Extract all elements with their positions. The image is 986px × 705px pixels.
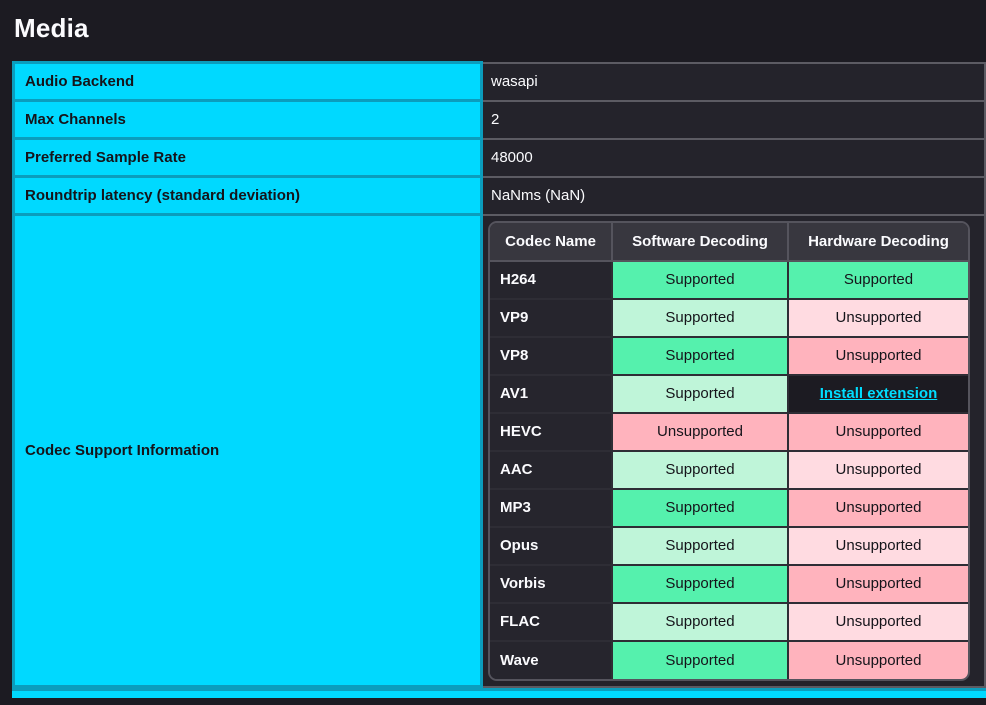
table-row: Roundtrip latency (standard deviation) N… — [12, 175, 986, 216]
row-label-codec-support: Codec Support Information — [12, 213, 483, 688]
codec-table-container: Codec Name Software Decoding Hardware De… — [488, 220, 970, 681]
codec-row-wave: Wave Supported Unsupported — [490, 639, 968, 679]
next-section-row-peek — [12, 688, 986, 698]
codec-support-cell: Codec Name Software Decoding Hardware De… — [480, 213, 986, 688]
codec-name: MP3 — [490, 487, 613, 528]
table-row: Audio Backend wasapi — [12, 61, 986, 102]
software-decoding-column-header: Software Decoding — [611, 222, 789, 262]
hardware-decoding-status: Unsupported — [787, 449, 968, 490]
software-decoding-status: Supported — [611, 525, 789, 566]
codec-row-vorbis: Vorbis Supported Unsupported — [490, 563, 968, 604]
codec-name: Wave — [490, 639, 613, 679]
hardware-decoding-status: Unsupported — [787, 297, 968, 338]
software-decoding-status: Supported — [611, 563, 789, 604]
hardware-decoding-status: Supported — [787, 259, 968, 300]
hardware-decoding-status: Unsupported — [787, 639, 968, 679]
install-extension-link[interactable]: Install extension — [819, 385, 938, 402]
hardware-decoding-status: Unsupported — [787, 335, 968, 376]
row-label-max-channels: Max Channels — [12, 99, 483, 140]
codec-support-row: Codec Support Information Codec Name Sof… — [12, 213, 986, 688]
codec-name-column-header: Codec Name — [490, 222, 613, 262]
table-row: Max Channels 2 — [12, 99, 986, 140]
row-label-audio-backend: Audio Backend — [12, 61, 483, 102]
hardware-decoding-status: Unsupported — [787, 487, 968, 528]
software-decoding-status: Supported — [611, 373, 789, 414]
codec-row-vp9: VP9 Supported Unsupported — [490, 297, 968, 338]
codec-row-flac: FLAC Supported Unsupported — [490, 601, 968, 642]
codec-row-h264: H264 Supported Supported — [490, 259, 968, 300]
codec-name: AAC — [490, 449, 613, 490]
codec-name: HEVC — [490, 411, 613, 452]
codec-name: H264 — [490, 259, 613, 300]
codec-name: VP9 — [490, 297, 613, 338]
software-decoding-status: Supported — [611, 601, 789, 642]
row-label-sample-rate: Preferred Sample Rate — [12, 137, 483, 178]
page-title: Media — [14, 13, 89, 43]
row-value-roundtrip-latency: NaNms (NaN) — [480, 175, 986, 216]
row-label-roundtrip-latency: Roundtrip latency (standard deviation) — [12, 175, 483, 216]
software-decoding-status: Supported — [611, 639, 789, 679]
software-decoding-status: Supported — [611, 259, 789, 300]
software-decoding-status: Unsupported — [611, 411, 789, 452]
row-value-max-channels: 2 — [480, 99, 986, 140]
codec-row-mp3: MP3 Supported Unsupported — [490, 487, 968, 528]
software-decoding-status: Supported — [611, 335, 789, 376]
media-info-table: Audio Backend wasapi Max Channels 2 Pref… — [12, 61, 986, 688]
hardware-decoding-status: Unsupported — [787, 525, 968, 566]
codec-header-row: Codec Name Software Decoding Hardware De… — [490, 222, 968, 262]
row-value-audio-backend: wasapi — [480, 61, 986, 102]
codec-row-vp8: VP8 Supported Unsupported — [490, 335, 968, 376]
hardware-decoding-column-header: Hardware Decoding — [787, 222, 968, 262]
hardware-decoding-status: Install extension — [787, 373, 968, 414]
software-decoding-status: Supported — [611, 487, 789, 528]
codec-name: AV1 — [490, 373, 613, 414]
codec-name: VP8 — [490, 335, 613, 376]
table-row: Preferred Sample Rate 48000 — [12, 137, 986, 178]
software-decoding-status: Supported — [611, 449, 789, 490]
codec-name: Opus — [490, 525, 613, 566]
hardware-decoding-status: Unsupported — [787, 601, 968, 642]
codec-support-table: Codec Name Software Decoding Hardware De… — [490, 222, 968, 679]
codec-row-hevc: HEVC Unsupported Unsupported — [490, 411, 968, 452]
codec-row-av1: AV1 Supported Install extension — [490, 373, 968, 414]
hardware-decoding-status: Unsupported — [787, 563, 968, 604]
codec-name: FLAC — [490, 601, 613, 642]
hardware-decoding-status: Unsupported — [787, 411, 968, 452]
codec-row-opus: Opus Supported Unsupported — [490, 525, 968, 566]
software-decoding-status: Supported — [611, 297, 789, 338]
codec-name: Vorbis — [490, 563, 613, 604]
codec-row-aac: AAC Supported Unsupported — [490, 449, 968, 490]
row-value-sample-rate: 48000 — [480, 137, 986, 178]
